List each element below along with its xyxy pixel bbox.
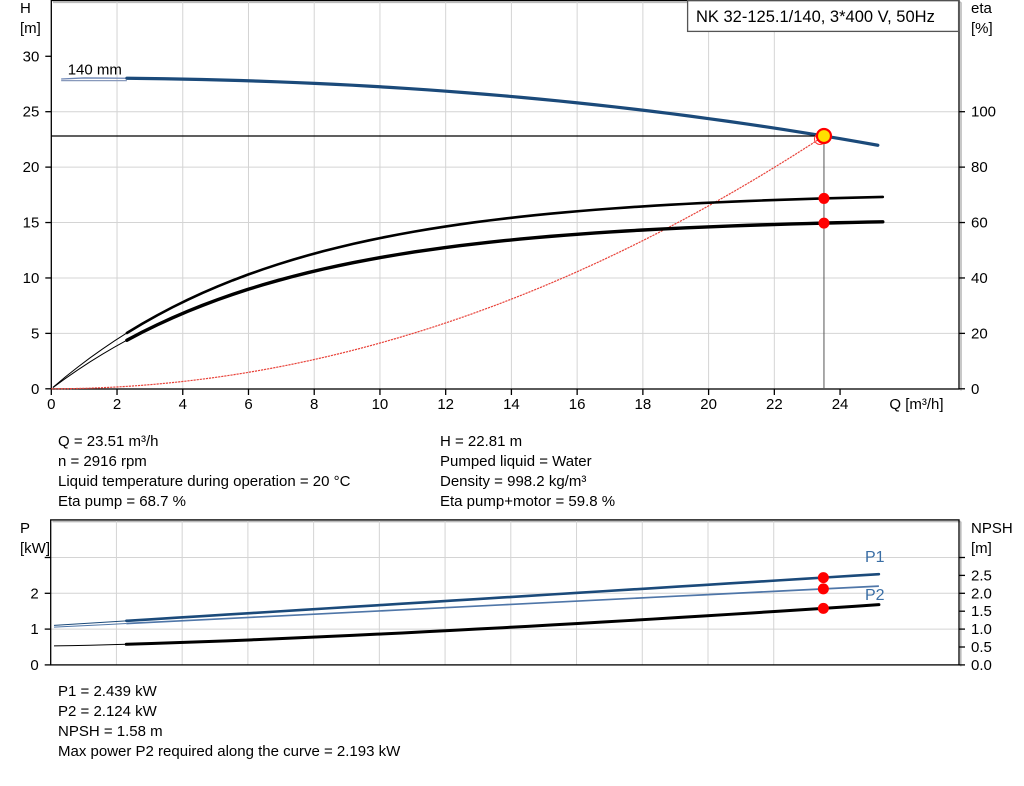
svg-text:eta: eta [971, 0, 993, 17]
svg-text:6: 6 [244, 396, 252, 413]
svg-text:0: 0 [31, 381, 39, 398]
svg-text:NK 32-125.1/140, 3*400 V, 50Hz: NK 32-125.1/140, 3*400 V, 50Hz [696, 8, 935, 26]
svg-text:10: 10 [23, 270, 40, 287]
svg-text:4: 4 [179, 396, 187, 413]
svg-text:0: 0 [47, 396, 55, 413]
svg-text:1.5: 1.5 [971, 603, 992, 620]
svg-text:12: 12 [437, 396, 454, 413]
svg-text:P: P [20, 520, 30, 537]
svg-text:0: 0 [30, 657, 38, 674]
svg-text:60: 60 [971, 215, 988, 232]
svg-text:40: 40 [971, 270, 988, 287]
svg-text:0.5: 0.5 [971, 639, 992, 656]
svg-text:H: H [20, 0, 31, 17]
svg-text:0.0: 0.0 [971, 657, 992, 674]
svg-text:14: 14 [503, 396, 520, 413]
svg-text:2.5: 2.5 [971, 567, 992, 584]
svg-text:16: 16 [569, 396, 586, 413]
svg-text:140 mm: 140 mm [68, 62, 122, 79]
svg-text:20: 20 [971, 325, 988, 342]
svg-text:2.0: 2.0 [971, 585, 992, 602]
svg-text:22: 22 [766, 396, 783, 413]
svg-text:1.0: 1.0 [971, 621, 992, 638]
svg-text:0: 0 [971, 381, 979, 398]
svg-text:2: 2 [30, 585, 38, 602]
svg-text:25: 25 [23, 104, 40, 121]
svg-text:P2: P2 [865, 587, 885, 604]
svg-text:2: 2 [113, 396, 121, 413]
svg-text:10: 10 [372, 396, 389, 413]
svg-text:20: 20 [700, 396, 717, 413]
svg-text:[kW]: [kW] [20, 540, 50, 557]
svg-text:80: 80 [971, 159, 988, 176]
svg-text:[m]: [m] [20, 20, 41, 37]
svg-text:Q [m³/h]: Q [m³/h] [889, 396, 943, 413]
svg-text:P1: P1 [865, 549, 885, 566]
svg-text:18: 18 [635, 396, 652, 413]
svg-text:20: 20 [23, 159, 40, 176]
svg-text:5: 5 [31, 325, 39, 342]
svg-text:15: 15 [23, 215, 40, 232]
svg-text:[%]: [%] [971, 20, 993, 37]
svg-text:[m]: [m] [971, 540, 992, 557]
svg-text:100: 100 [971, 104, 996, 121]
svg-text:24: 24 [832, 396, 849, 413]
svg-text:8: 8 [310, 396, 318, 413]
svg-text:NPSH: NPSH [971, 520, 1013, 537]
svg-text:30: 30 [23, 48, 40, 65]
svg-text:1: 1 [30, 621, 38, 638]
